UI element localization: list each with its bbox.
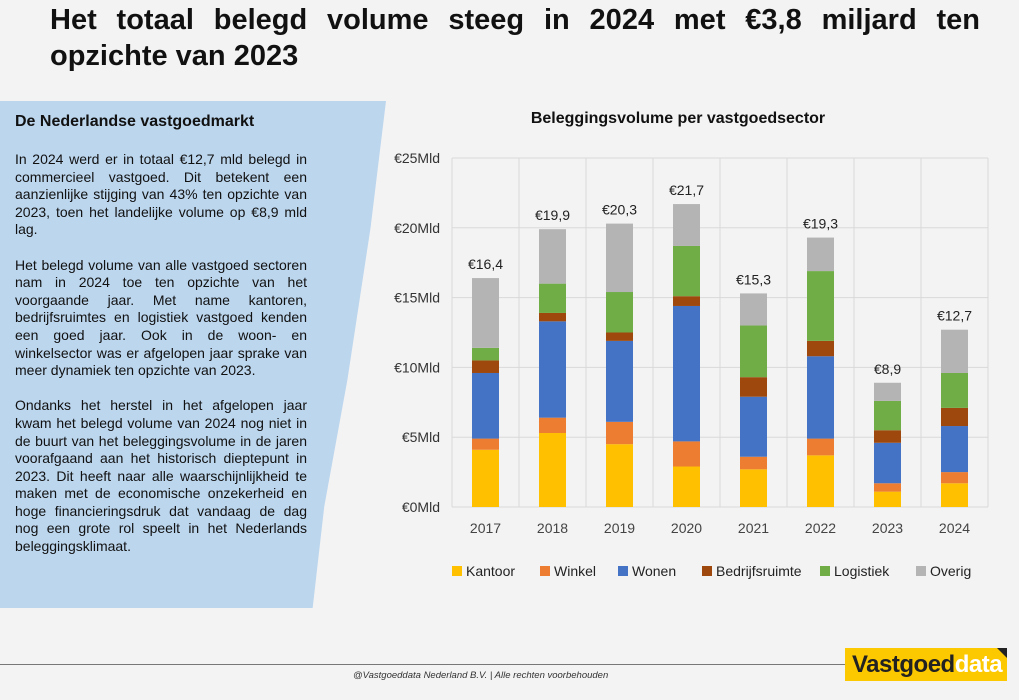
bar-segment-logistiek-2019 <box>606 292 633 333</box>
x-tick-label: 2022 <box>805 520 836 536</box>
x-tick-label: 2018 <box>537 520 568 536</box>
x-tick-label: 2023 <box>872 520 903 536</box>
bar-segment-bedrijfsruimte-2024 <box>941 407 968 427</box>
bar-segment-overig-2020 <box>673 204 700 246</box>
bar-segment-kantoor-2023 <box>874 491 901 507</box>
y-tick-label: €0Mld <box>402 499 440 515</box>
page-title: Het totaal belegd volume steeg in 2024 m… <box>50 4 980 72</box>
footer-copyright: @Vastgoeddata Nederland B.V. | Alle rech… <box>353 670 609 681</box>
legend-swatch-logistiek <box>820 566 830 576</box>
total-label: €16,4 <box>468 256 503 272</box>
bar-segment-logistiek-2021 <box>740 325 767 378</box>
legend-swatch-kantoor <box>452 566 462 576</box>
bar-segment-overig-2022 <box>807 237 834 272</box>
bar-segment-wonen-2024 <box>941 426 968 473</box>
bar-segment-kantoor-2020 <box>673 466 700 507</box>
logo-text-part2: data <box>954 651 1003 678</box>
y-tick-label: €10Mld <box>394 359 440 375</box>
bar-segment-wonen-2018 <box>539 321 566 418</box>
bar-segment-bedrijfsruimte-2019 <box>606 332 633 341</box>
bar-segment-winkel-2023 <box>874 483 901 492</box>
bar-segment-overig-2017 <box>472 278 499 348</box>
bar-segment-winkel-2022 <box>807 438 834 456</box>
total-label: €19,9 <box>535 207 570 223</box>
bar-segment-bedrijfsruimte-2023 <box>874 430 901 443</box>
info-panel-text: In 2024 werd er in totaal €12,7 mld bele… <box>15 151 307 573</box>
bar-segment-bedrijfsruimte-2018 <box>539 312 566 322</box>
legend-swatch-overig <box>916 566 926 576</box>
bar-segment-wonen-2020 <box>673 305 700 442</box>
total-label: €12,7 <box>937 308 972 324</box>
x-tick-label: 2020 <box>671 520 702 536</box>
bar-segment-kantoor-2017 <box>472 449 499 507</box>
x-tick-label: 2019 <box>604 520 635 536</box>
bar-segment-logistiek-2023 <box>874 400 901 431</box>
bar-segment-winkel-2020 <box>673 441 700 467</box>
info-panel-title: De Nederlandse vastgoedmarkt <box>15 113 255 130</box>
bar-segment-kantoor-2024 <box>941 483 968 507</box>
bar-segment-bedrijfsruimte-2021 <box>740 377 767 397</box>
bar-segment-logistiek-2024 <box>941 372 968 408</box>
bar-segment-overig-2023 <box>874 382 901 401</box>
vastgoeddata-logo: Vastgoeddata <box>845 648 1007 681</box>
y-tick-label: €20Mld <box>394 220 440 236</box>
bar-segment-bedrijfsruimte-2017 <box>472 360 499 373</box>
bar-segment-logistiek-2017 <box>472 347 499 361</box>
bar-segment-bedrijfsruimte-2022 <box>807 340 834 357</box>
bar-segment-wonen-2021 <box>740 396 767 457</box>
bar-segment-kantoor-2022 <box>807 455 834 507</box>
x-tick-label: 2017 <box>470 520 501 536</box>
chart-title: Beleggingsvolume per vastgoedsector <box>531 110 825 127</box>
bar-segment-kantoor-2018 <box>539 433 566 507</box>
x-tick-label: 2024 <box>939 520 970 536</box>
bar-segment-winkel-2021 <box>740 456 767 470</box>
bar-segment-wonen-2022 <box>807 356 834 439</box>
y-tick-label: €15Mld <box>394 290 440 306</box>
total-label: €19,3 <box>803 216 838 232</box>
total-label: €21,7 <box>669 182 704 198</box>
stacked-bar-chart: Beleggingsvolume per vastgoedsector €0Ml… <box>394 110 989 579</box>
bar-segment-bedrijfsruimte-2020 <box>673 296 700 306</box>
bar-segment-logistiek-2020 <box>673 245 700 297</box>
legend-label-bedrijfsruimte: Bedrijfsruimte <box>716 563 802 579</box>
bar-segment-winkel-2019 <box>606 421 633 445</box>
y-tick-label: €25Mld <box>394 150 440 166</box>
total-label: €8,9 <box>874 361 901 377</box>
legend-label-logistiek: Logistiek <box>834 563 890 579</box>
total-label: €15,3 <box>736 271 771 287</box>
info-panel-background <box>0 101 386 608</box>
total-label: €20,3 <box>602 202 637 218</box>
legend-swatch-winkel <box>540 566 550 576</box>
bar-segment-winkel-2017 <box>472 438 499 450</box>
logo-corner <box>997 648 1007 658</box>
footer-divider <box>0 664 845 665</box>
bar-segment-overig-2018 <box>539 229 566 284</box>
bar-segment-winkel-2024 <box>941 472 968 484</box>
y-tick-label: €5Mld <box>402 429 440 445</box>
x-tick-label: 2021 <box>738 520 769 536</box>
bar-segment-wonen-2023 <box>874 442 901 484</box>
legend-swatch-bedrijfsruimte <box>702 566 712 576</box>
legend-label-overig: Overig <box>930 563 971 579</box>
legend-label-winkel: Winkel <box>554 563 596 579</box>
bar-segment-overig-2024 <box>941 329 968 373</box>
legend-swatch-wonen <box>618 566 628 576</box>
bar-segment-winkel-2018 <box>539 417 566 434</box>
paragraph: Het belegd volume van alle vastgoed sect… <box>15 256 307 379</box>
paragraph: In 2024 werd er in totaal €12,7 mld bele… <box>15 151 307 238</box>
bar-segment-kantoor-2019 <box>606 444 633 507</box>
bar-segment-overig-2019 <box>606 223 633 293</box>
bar-segment-logistiek-2022 <box>807 271 834 341</box>
paragraph: Ondanks het herstel in het afgelopen jaa… <box>15 397 307 555</box>
bar-segment-logistiek-2018 <box>539 283 566 313</box>
bar-segment-wonen-2017 <box>472 372 499 439</box>
bar-segment-kantoor-2021 <box>740 469 767 507</box>
legend-label-kantoor: Kantoor <box>466 563 515 579</box>
bar-segment-overig-2021 <box>740 293 767 326</box>
legend-label-wonen: Wonen <box>632 563 676 579</box>
bar-segment-wonen-2019 <box>606 340 633 422</box>
logo-text-part1: Vastgoed <box>852 651 955 678</box>
